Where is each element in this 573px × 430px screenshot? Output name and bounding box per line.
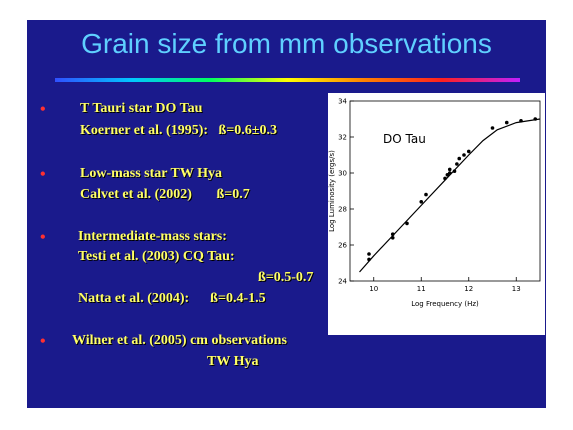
bullet: • xyxy=(40,229,46,246)
bullet-text: T Tauri star DO Tau xyxy=(80,101,203,116)
data-point xyxy=(367,257,371,262)
x-tick-label: 10 xyxy=(369,285,378,293)
data-point xyxy=(455,162,459,166)
y-tick-label: 30 xyxy=(338,170,347,178)
annotation: DO Tau xyxy=(383,132,426,146)
bullet-text: ß=0.5-0.7 xyxy=(258,270,314,285)
bullet: • xyxy=(40,333,46,350)
x-tick-label: 12 xyxy=(464,285,473,293)
data-point xyxy=(519,119,523,123)
bullet-text: Koerner et al. (1995): ß=0.6±0.3 xyxy=(80,123,277,138)
data-point xyxy=(457,156,462,161)
data-point xyxy=(533,117,538,121)
data-point xyxy=(490,126,495,130)
bullet-text: Natta et al. (2004): ß=0.4-1.5 xyxy=(78,291,266,306)
data-point xyxy=(367,252,371,256)
data-point xyxy=(452,169,457,173)
data-point xyxy=(405,221,409,226)
y-tick-label: 34 xyxy=(338,98,347,106)
slide-title: Grain size from mm observations xyxy=(81,28,492,59)
y-axis-label: Log Luminosity (ergs/s) xyxy=(328,150,336,232)
data-point xyxy=(419,200,424,204)
bullet: • xyxy=(40,166,46,183)
model-curve xyxy=(359,118,541,273)
data-point xyxy=(443,176,447,181)
data-point xyxy=(447,171,452,175)
y-tick-label: 26 xyxy=(338,242,347,250)
data-point xyxy=(504,120,509,125)
data-point xyxy=(466,149,471,154)
y-tick-label: 28 xyxy=(338,206,347,214)
bullet: • xyxy=(40,101,46,118)
data-point xyxy=(447,167,452,172)
bullet-text: Calvet et al. (2002) ß=0.7 xyxy=(80,187,250,202)
bullet-text: Low-mass star TW Hya xyxy=(80,166,222,181)
bullet-text: TW Hya xyxy=(207,354,259,369)
y-tick-label: 32 xyxy=(338,134,347,142)
data-point xyxy=(424,192,428,197)
bullet-text: Wilner et al. (2005) cm observations xyxy=(72,333,287,348)
y-tick-label: 24 xyxy=(338,278,347,286)
x-tick-label: 11 xyxy=(417,285,426,293)
bullet-text: Intermediate-mass stars: xyxy=(78,229,227,244)
bullet-text: Testi et al. (2003) CQ Tau: xyxy=(78,249,235,264)
x-axis-label: Log Frequency (Hz) xyxy=(411,300,479,308)
data-point xyxy=(462,153,466,157)
rainbow-rule xyxy=(55,78,520,82)
data-point xyxy=(390,236,395,240)
data-point xyxy=(390,232,395,236)
plot-frame xyxy=(349,100,541,282)
chart: DO Tau Log Frequency (Hz) Log Luminosity… xyxy=(328,93,545,335)
x-tick-label: 13 xyxy=(512,285,521,293)
